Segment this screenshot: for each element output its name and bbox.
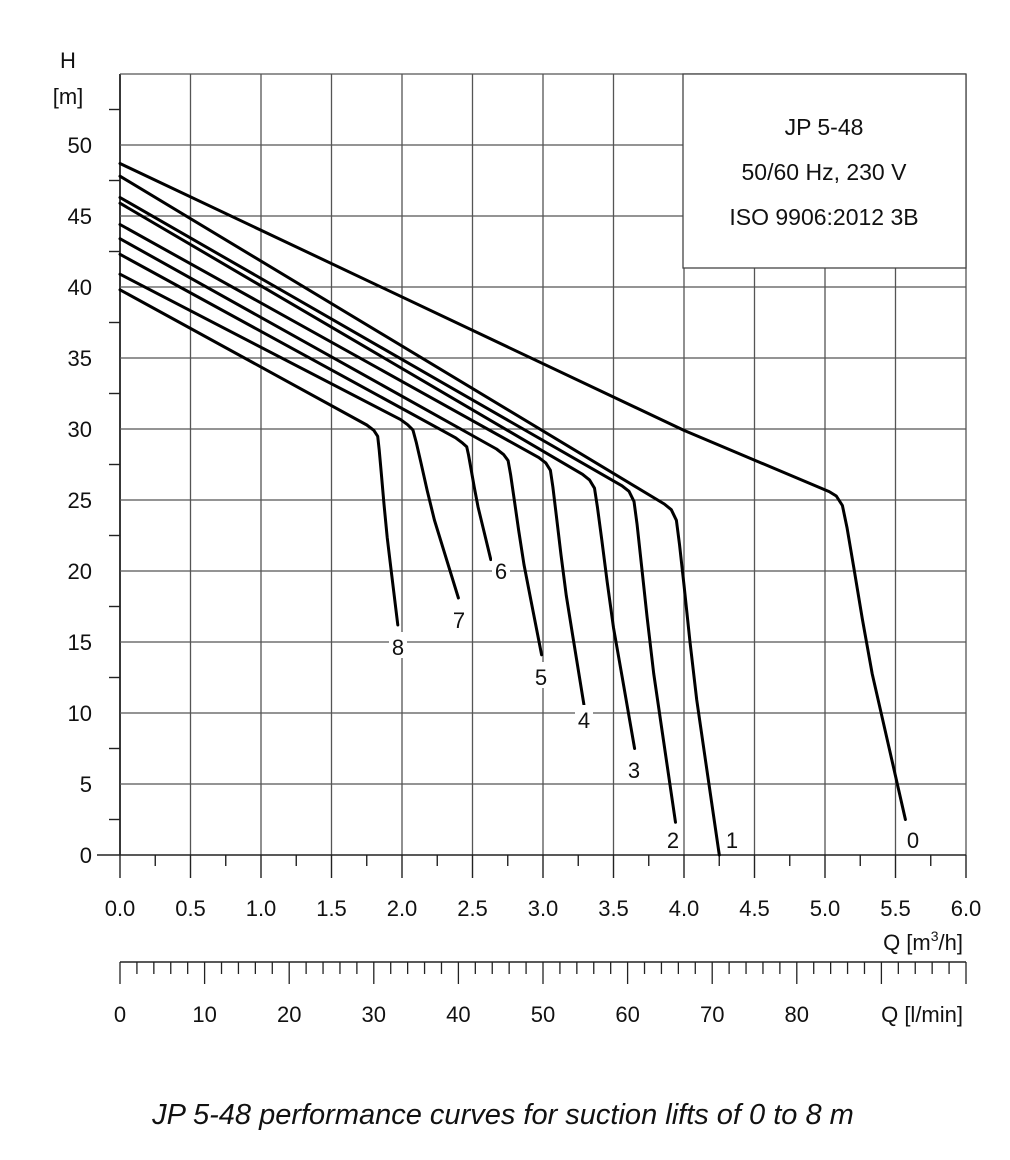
curve-label-5: 5 <box>535 665 547 690</box>
y-tick-label: 0 <box>80 843 92 868</box>
y-tick-label: 30 <box>68 417 92 442</box>
curve-label-background <box>625 755 643 781</box>
curve-label-6: 6 <box>495 559 507 584</box>
curve-suction-lift-0 <box>118 162 907 821</box>
y-tick-label: 35 <box>68 346 92 371</box>
secondary-x-tick-label: 10 <box>192 1002 216 1027</box>
curve-suction-lift-6 <box>118 252 493 562</box>
legend-box: JP 5-48 50/60 Hz, 230 V ISO 9906:2012 3B <box>682 73 967 269</box>
curves <box>118 162 907 857</box>
curve-suction-lift-8 <box>118 288 400 627</box>
secondary-x-tick-label: 0 <box>114 1002 126 1027</box>
curve-suction-lift-5 <box>118 237 544 657</box>
curve-suction-lift-1 <box>118 174 721 857</box>
curve-label-background <box>575 705 593 731</box>
y-axis-unit: [m] <box>53 84 84 109</box>
y-axis-symbol: H <box>60 48 76 73</box>
y-tick-label: 25 <box>68 488 92 513</box>
curve-suction-lift-7 <box>118 272 460 600</box>
secondary-x-tick-label: 50 <box>531 1002 555 1027</box>
secondary-x-tick-label: 80 <box>785 1002 809 1027</box>
curve-label-1: 1 <box>726 828 738 853</box>
curve-label-0: 0 <box>907 828 919 853</box>
y-tick-label: 50 <box>68 133 92 158</box>
curve-label-8: 8 <box>392 635 404 660</box>
y-tick-label: 10 <box>68 701 92 726</box>
curve-suction-lift-2 <box>118 196 677 824</box>
curve-label-background <box>904 825 922 851</box>
curve-label-background <box>450 605 468 631</box>
legend-line-power: 50/60 Hz, 230 V <box>742 159 908 185</box>
curve-label-4: 4 <box>578 708 590 733</box>
secondary-x-tick-label: 20 <box>277 1002 301 1027</box>
y-tick-label: 15 <box>68 630 92 655</box>
x-tick-label: 5.5 <box>880 896 911 921</box>
x-tick-label: 0.5 <box>175 896 206 921</box>
y-tick-label: 40 <box>68 275 92 300</box>
secondary-x-tick-label: 60 <box>615 1002 639 1027</box>
curve-label-7: 7 <box>453 608 465 633</box>
x-tick-label: 6.0 <box>951 896 982 921</box>
x-tick-label: 4.0 <box>669 896 700 921</box>
curve-label-background <box>532 662 550 688</box>
secondary-x-tick-label: 30 <box>362 1002 386 1027</box>
axes: 0.0 0.5 1.0 1.5 2.0 2.5 3.0 3.5 4.0 4.5 5.0 5.5 6.0 0… <box>68 108 982 1027</box>
legend-line-standard: ISO 9906:2012 3B <box>729 204 918 230</box>
y-tick-label: 45 <box>68 204 92 229</box>
secondary-x-tick-label: 70 <box>700 1002 724 1027</box>
curve-label-background <box>492 556 510 582</box>
curve-labels: 0 1 2 3 4 5 6 7 8 <box>389 556 922 853</box>
x-tick-label: 1.5 <box>316 896 347 921</box>
x-tick-label: 5.0 <box>810 896 841 921</box>
x-tick-label: 2.0 <box>387 896 418 921</box>
curve-suction-lift-4 <box>118 223 586 706</box>
x-tick-label: 2.5 <box>457 896 488 921</box>
chart-caption: JP 5-48 performance curves for suction l… <box>151 1099 854 1131</box>
secondary-x-tick-label: 40 <box>446 1002 470 1027</box>
curve-label-background <box>664 825 682 851</box>
curve-label-2: 2 <box>667 828 679 853</box>
curve-label-background <box>723 825 741 851</box>
x-tick-label: 3.0 <box>528 896 559 921</box>
curve-label-background <box>389 632 407 658</box>
x-tick-label: 0.0 <box>105 896 136 921</box>
x-tick-label: 4.5 <box>739 896 770 921</box>
y-tick-label: 5 <box>80 772 92 797</box>
x-tick-label: 1.0 <box>246 896 277 921</box>
x-tick-label: 3.5 <box>598 896 629 921</box>
curve-suction-lift-3 <box>118 201 637 750</box>
y-tick-label: 20 <box>68 559 92 584</box>
curve-label-3: 3 <box>628 758 640 783</box>
secondary-x-axis-label: Q [l/min] <box>881 1002 963 1027</box>
x-axis-label: Q [m3/h] <box>883 928 963 955</box>
legend-line-model: JP 5-48 <box>785 114 864 140</box>
